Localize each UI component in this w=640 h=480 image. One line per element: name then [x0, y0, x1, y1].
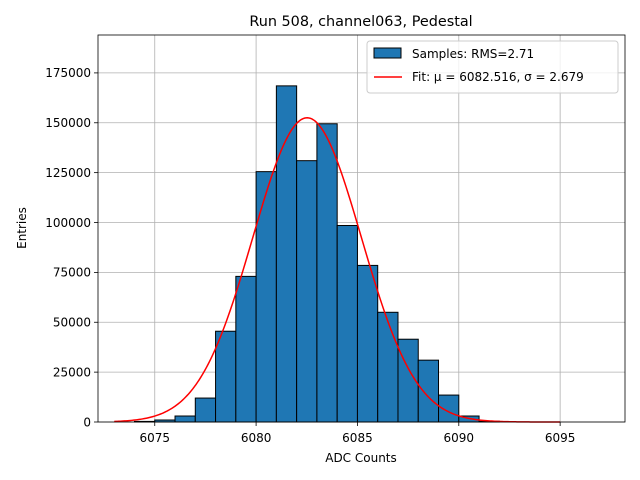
legend-label-fit: Fit: μ = 6082.516, σ = 2.679 — [412, 70, 584, 84]
legend-swatch-samples — [373, 47, 402, 59]
histogram-bar — [215, 330, 237, 423]
histogram-bar — [316, 123, 338, 423]
x-tick-label: 6090 — [444, 431, 475, 445]
histogram-bar — [194, 397, 217, 423]
x-axis-label: ADC Counts — [325, 451, 397, 465]
legend: Samples: RMS=2.71 Fit: μ = 6082.516, σ =… — [366, 40, 619, 94]
y-axis-ticks: 0 25000 50000 75000 100000 125000 150000 175000 — [45, 66, 98, 429]
histogram-bar — [296, 160, 318, 423]
y-tick-label: 150000 — [45, 116, 91, 130]
histogram-bar — [417, 359, 440, 423]
histogram-bar — [356, 264, 379, 423]
y-tick-label: 0 — [83, 415, 91, 429]
x-tick-label: 6075 — [139, 431, 170, 445]
histogram-bar — [174, 415, 196, 423]
gaussian-fit-curve — [114, 117, 561, 423]
y-tick-label: 125000 — [45, 166, 91, 180]
histogram-bar — [377, 311, 399, 423]
histogram-bar — [235, 275, 257, 423]
histogram-bar — [275, 85, 298, 423]
y-tick-label: 75000 — [53, 266, 91, 280]
chart-title: Run 508, channel063, Pedestal — [249, 14, 472, 30]
y-tick-label: 25000 — [53, 365, 91, 379]
x-tick-label: 6085 — [342, 431, 373, 445]
y-tick-label: 175000 — [45, 66, 91, 80]
y-axis-label: Entries — [15, 207, 29, 249]
x-axis-ticks: 6075 6080 6085 6090 6095 — [139, 422, 575, 445]
y-tick-label: 50000 — [53, 316, 91, 330]
legend-label-samples: Samples: RMS=2.71 — [412, 47, 534, 61]
histogram-bar — [255, 171, 277, 423]
y-tick-label: 100000 — [45, 216, 91, 230]
histogram-bar — [336, 225, 358, 423]
x-tick-label: 6080 — [241, 431, 272, 445]
plot-frame — [97, 34, 626, 423]
legend-box — [366, 40, 619, 94]
x-tick-label: 6095 — [545, 431, 576, 445]
